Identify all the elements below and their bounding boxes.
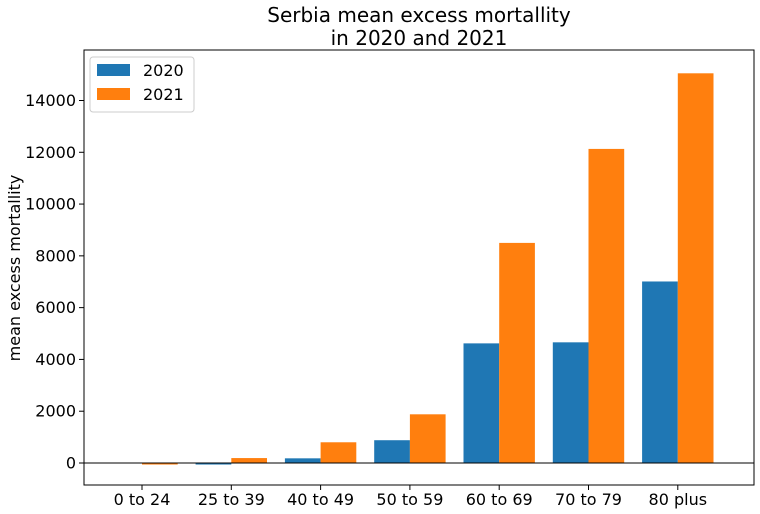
y-tick-label: 0 (66, 453, 76, 472)
x-tick-label: 40 to 49 (287, 490, 354, 509)
y-tick-label: 10000 (25, 195, 76, 214)
legend-label-2020: 2020 (143, 61, 184, 80)
chart-title-line-2: in 2020 and 2021 (331, 26, 508, 50)
x-tick-label: 60 to 69 (466, 490, 533, 509)
bar-2020-1 (195, 462, 232, 465)
bar-2021-1 (231, 458, 267, 463)
y-tick-label: 2000 (35, 402, 76, 421)
y-tick-label: 8000 (35, 246, 76, 265)
y-tick-label: 14000 (25, 91, 76, 110)
y-ticks-group: 0 2000 4000 6000 8000 10000 12000 14000 (25, 91, 84, 472)
bar-2020-4 (463, 343, 500, 463)
legend-label-2021: 2021 (143, 85, 184, 104)
bar-2021-6 (677, 73, 714, 463)
y-tick-label: 12000 (25, 143, 76, 162)
x-tick-label: 80 plus (649, 490, 708, 509)
bar-2020-2 (284, 458, 321, 463)
y-tick-label: 6000 (35, 298, 76, 317)
bar-2021-2 (320, 442, 357, 463)
bar-2020-3 (374, 440, 410, 463)
plot-frame (83, 49, 755, 486)
legend: 2020 2021 (89, 56, 195, 113)
bar-2021-4 (499, 242, 535, 463)
y-axis-label: mean excess mortallity (5, 175, 24, 362)
x-ticks-group: 0 to 24 25 to 39 40 to 49 50 to 59 60 to 69 7… (114, 485, 707, 509)
bar-2021-0 (142, 462, 178, 465)
legend-swatch-2020 (97, 64, 130, 76)
x-tick-label: 50 to 59 (376, 490, 443, 509)
x-tick-label: 0 to 24 (114, 490, 171, 509)
legend-swatch-2021 (97, 88, 130, 100)
bar-2020-6 (642, 281, 678, 463)
x-tick-label: 25 to 39 (198, 490, 265, 509)
y-tick-label: 4000 (35, 350, 76, 369)
bar-2021-5 (588, 148, 625, 463)
bar-2021-3 (409, 414, 446, 463)
bar-2020-5 (552, 342, 589, 463)
chart-title-line-1: Serbia mean excess mortallity (267, 3, 571, 27)
bars-group (106, 73, 714, 465)
x-tick-label: 70 to 79 (555, 490, 622, 509)
